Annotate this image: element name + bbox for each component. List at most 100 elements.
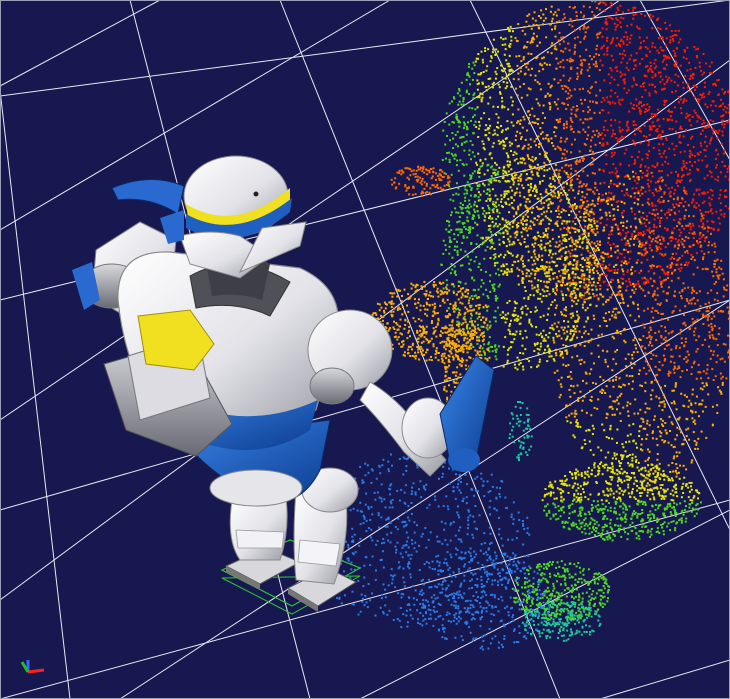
cloud-point [533, 223, 535, 226]
cloud-point [586, 317, 589, 320]
cloud-point [609, 95, 612, 98]
cloud-point [525, 206, 528, 209]
cloud-point [565, 233, 568, 236]
cloud-point [665, 299, 668, 302]
cloud-point [660, 282, 663, 285]
cloud-point [670, 355, 673, 358]
cloud-point [663, 58, 666, 61]
cloud-point [535, 289, 538, 292]
cloud-point [564, 210, 567, 212]
cloud-point [534, 238, 537, 241]
cloud-point [675, 170, 677, 173]
cloud-point [676, 434, 678, 437]
cloud-point [681, 443, 684, 446]
cloud-point [594, 250, 596, 253]
cloud-point [510, 68, 513, 71]
cloud-point [554, 35, 557, 38]
cloud-point [585, 382, 588, 385]
cloud-point [664, 440, 667, 443]
cloud-point [606, 218, 609, 221]
cloud-point [592, 213, 595, 216]
cloud-point [640, 13, 643, 15]
cloud-point [689, 137, 692, 140]
cloud-point [525, 275, 528, 278]
cloud-point [544, 151, 547, 154]
cloud-point [661, 179, 664, 182]
cloud-point [649, 394, 652, 397]
cloud-point [680, 297, 683, 300]
cloud-point [699, 151, 702, 154]
cloud-point [523, 46, 525, 49]
cloud-point [545, 275, 548, 278]
cloud-point [555, 57, 558, 60]
cloud-point [546, 493, 548, 496]
cloud-point [569, 181, 572, 184]
cloud-point [582, 110, 585, 113]
cloud-point [531, 221, 534, 224]
cloud-point [606, 538, 609, 541]
cloud-point [563, 170, 566, 173]
cloud-point [510, 69, 513, 72]
cloud-point [549, 219, 552, 222]
cloud-point [525, 313, 528, 316]
cloud-point [457, 228, 460, 231]
cloud-point [484, 158, 487, 161]
cloud-point [622, 40, 625, 43]
cloud-point [560, 290, 563, 293]
cloud-point [541, 179, 544, 182]
cloud-point [700, 250, 703, 253]
cloud-point [647, 144, 650, 147]
cloud-point [507, 312, 510, 315]
cloud-point [531, 37, 534, 40]
cloud-point [555, 354, 558, 357]
cloud-point [577, 425, 579, 428]
cloud-point [606, 469, 609, 472]
cloud-point [632, 423, 635, 426]
cloud-point [576, 241, 579, 244]
cloud-point [632, 301, 635, 304]
cloud-point [487, 102, 490, 105]
cloud-point [567, 42, 570, 45]
cloud-point [624, 73, 627, 76]
cloud-point [462, 203, 464, 206]
cloud-point [556, 257, 559, 260]
cloud-point [642, 427, 645, 430]
cloud-point [610, 254, 613, 257]
cloud-point [558, 146, 561, 149]
cloud-point [584, 118, 587, 121]
cloud-point [523, 238, 526, 240]
cloud-point [492, 211, 495, 214]
cloud-point [678, 355, 681, 358]
cloud-point [563, 271, 566, 273]
cloud-point [573, 258, 576, 261]
cloud-point [628, 424, 631, 427]
cloud-point [456, 240, 458, 243]
cloud-point [451, 268, 454, 271]
cloud-point [597, 298, 600, 301]
cloud-point [531, 107, 534, 110]
cloud-point [607, 73, 610, 76]
cloud-point [445, 157, 447, 160]
cloud-point [651, 480, 654, 483]
cloud-point [634, 13, 637, 16]
cloud-point [648, 237, 651, 239]
cloud-point [702, 119, 705, 122]
cloud-point [678, 519, 681, 522]
cloud-point [593, 463, 596, 466]
cloud-point [448, 245, 451, 248]
cloud-point [621, 472, 624, 475]
cloud-point [702, 323, 705, 325]
cloud-point [507, 165, 510, 168]
cloud-point [574, 268, 577, 271]
cloud-point [674, 244, 677, 247]
cloud-point [460, 228, 463, 231]
cloud-point [617, 291, 620, 294]
cloud-point [537, 268, 540, 271]
cloud-point [629, 295, 632, 298]
cloud-point [564, 284, 566, 287]
cloud-point [658, 153, 661, 155]
cloud-point [575, 245, 578, 248]
cloud-point [665, 75, 668, 78]
